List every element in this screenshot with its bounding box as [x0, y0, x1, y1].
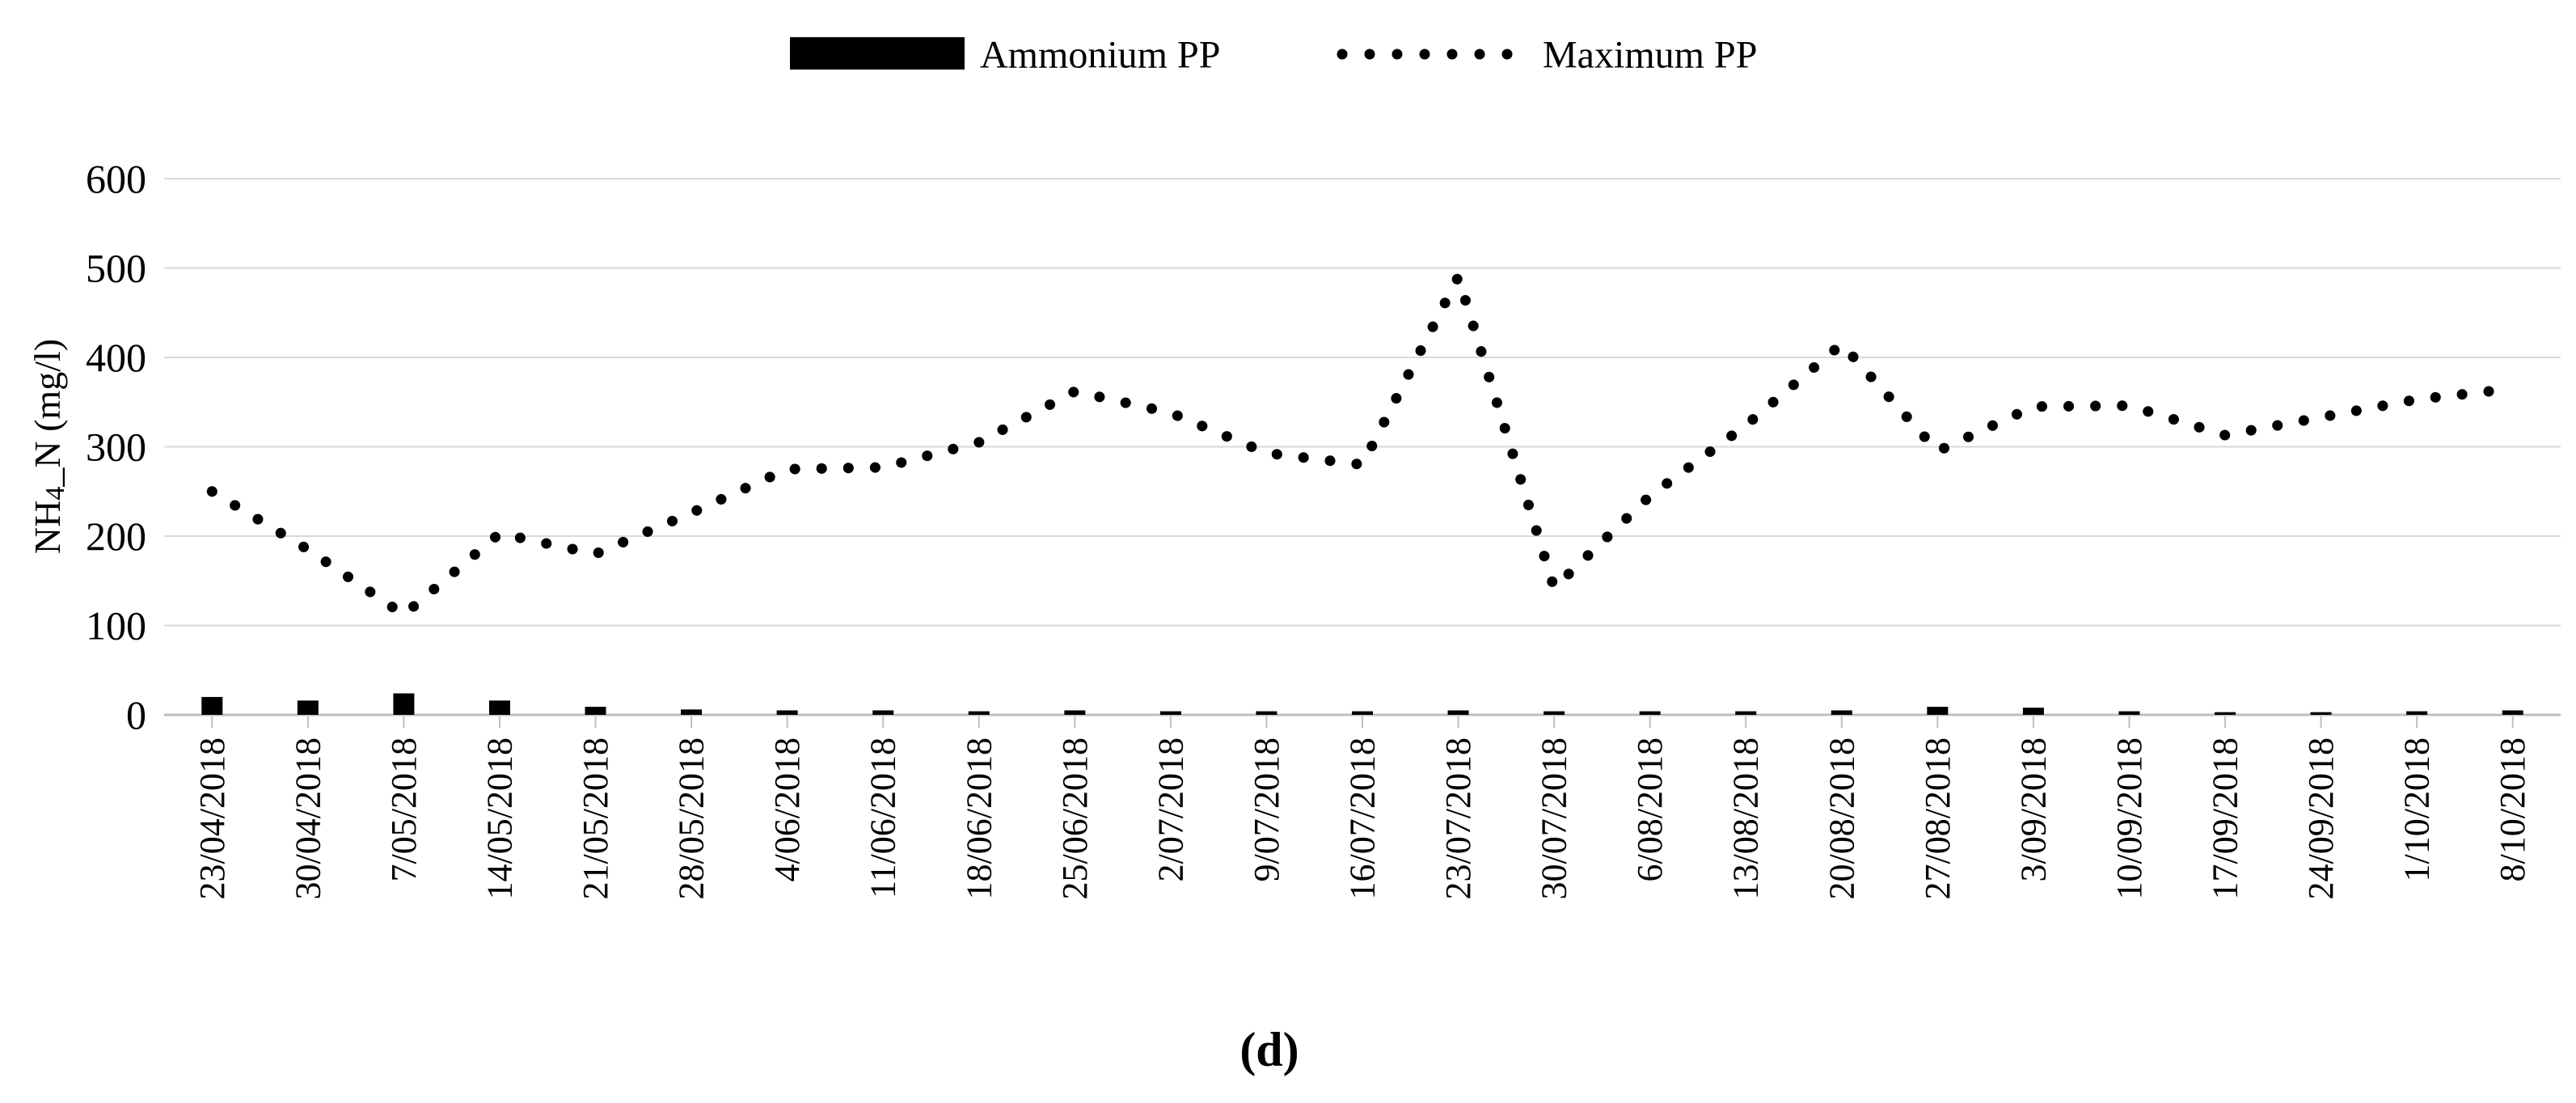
ammonium-bar: [2215, 712, 2236, 715]
ammonium-bar: [776, 710, 798, 715]
x-tick-label: 10/09/2018: [2109, 737, 2149, 899]
ammonium-bar: [2310, 712, 2332, 715]
x-tick-label: 18/06/2018: [959, 737, 999, 899]
x-tick-label: 6/08/2018: [1630, 737, 1670, 881]
ammonium-bar: [2406, 711, 2428, 715]
x-tick-label: 24/09/2018: [2301, 737, 2341, 899]
x-tick-label: 28/05/2018: [672, 737, 712, 899]
legend-maximum-label: Maximum PP: [1543, 34, 1757, 77]
ammonium-bar: [585, 707, 606, 715]
x-tick-label: 9/07/2018: [1247, 737, 1286, 881]
ammonium-bar: [1064, 710, 1086, 715]
y-tick-labels: 0 100 200 300 400 500 600: [86, 156, 146, 737]
y-tick-label: 600: [86, 156, 146, 201]
ammonium-bar: [1831, 710, 1852, 715]
x-tick-label: 11/06/2018: [864, 737, 903, 898]
caption: (d): [1239, 1023, 1299, 1076]
ammonium-bar: [2502, 710, 2523, 715]
ammonium-bar: [1543, 711, 1565, 715]
x-tick-label: 30/07/2018: [1535, 737, 1574, 899]
legend-maximum-swatch: [1337, 49, 1513, 60]
ammonium-bar: [1159, 711, 1181, 715]
x-tick-label: 20/08/2018: [1822, 737, 1861, 899]
gridlines: [164, 178, 2561, 627]
x-tick-label: 14/05/2018: [479, 737, 519, 899]
y-tick-label: 400: [86, 335, 146, 380]
x-tick-label: 4/06/2018: [767, 737, 807, 881]
x-tick-label: 25/06/2018: [1055, 737, 1095, 899]
x-tick-label: 27/08/2018: [1918, 737, 1957, 899]
x-tick-label: 7/05/2018: [384, 737, 424, 881]
ammonium-bar: [1447, 710, 1469, 715]
ammonium-bar: [393, 693, 415, 715]
x-tick-label: 8/10/2018: [2493, 737, 2532, 881]
x-tick-label: 23/04/2018: [192, 737, 232, 899]
ammonium-bar-series: [201, 693, 2523, 715]
ammonium-bar: [1735, 711, 1757, 715]
ammonium-bar: [872, 710, 894, 715]
ammonium-bar: [201, 696, 223, 715]
ammonium-bar: [681, 709, 703, 715]
y-axis-title: NH4_N (mg/l): [27, 339, 70, 554]
legend-ammonium-swatch: [790, 37, 965, 70]
x-tick-label: 16/07/2018: [1343, 737, 1383, 899]
y-tick-label: 300: [86, 425, 146, 470]
ammonium-bar: [1352, 711, 1373, 715]
x-tick-label: 30/04/2018: [288, 737, 327, 899]
maximum-dotted-line: [206, 263, 2519, 622]
ammonium-bar: [1256, 711, 1277, 715]
legend-ammonium-label: Ammonium PP: [980, 34, 1220, 77]
ammonium-bar: [297, 700, 319, 715]
x-tick-label: 2/07/2018: [1151, 737, 1190, 881]
ammonium-bar: [2118, 711, 2140, 715]
ammonium-bar: [1927, 707, 1949, 715]
y-tick-label: 200: [86, 513, 146, 559]
y-tick-label: 500: [86, 246, 146, 291]
ammonium-bar: [968, 711, 990, 715]
x-tick-label: 13/08/2018: [1726, 737, 1766, 899]
maximum-dotted-series: [206, 263, 2519, 622]
ammonium-bar: [488, 700, 510, 715]
x-tick-label: 23/07/2018: [1438, 737, 1478, 899]
x-tick-label: 1/10/2018: [2397, 737, 2437, 881]
x-tick-label: 21/05/2018: [576, 737, 615, 899]
x-tick-labels: 23/04/2018 30/04/2018 7/05/2018 14/05/2018 2…: [192, 737, 2532, 899]
x-tick-label: 17/09/2018: [2206, 737, 2245, 899]
x-axis: [164, 713, 2561, 728]
y-tick-label: 0: [126, 692, 146, 737]
y-tick-label: 100: [86, 603, 146, 649]
ammonium-bar: [2022, 708, 2044, 715]
x-tick-label: 3/09/2018: [2013, 737, 2053, 881]
legend: Ammonium PP Maximum PP: [790, 34, 1757, 77]
ammonium-bar: [1639, 711, 1661, 715]
